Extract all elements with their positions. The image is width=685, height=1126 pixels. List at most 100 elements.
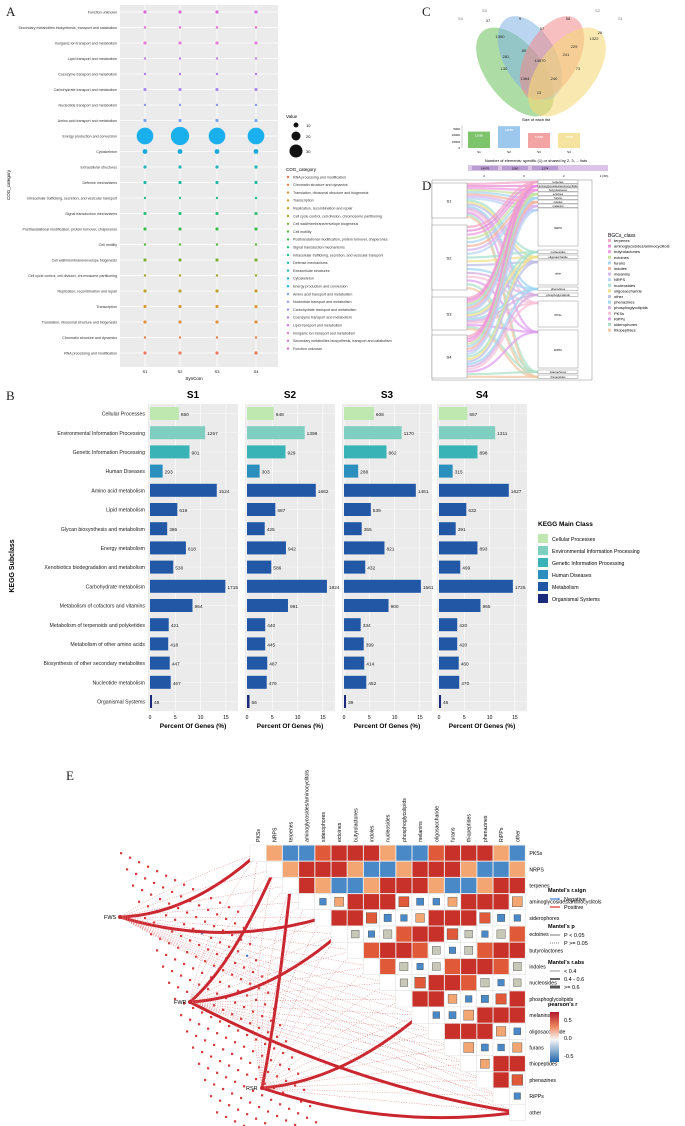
mantel-link-thin: [119, 901, 307, 918]
kegg-bar: [247, 695, 250, 708]
kegg-bar-count: 530: [175, 566, 183, 572]
mantel-dot: [300, 1100, 303, 1103]
mantel-dot: [192, 1006, 195, 1010]
kegg-bar: [439, 483, 509, 497]
mantel-dot: [177, 986, 180, 989]
mantel-dot: [228, 985, 231, 988]
corr-square: [331, 861, 347, 877]
kegg-bar-count: 355: [364, 527, 372, 533]
mantel-dot: [258, 1026, 261, 1029]
sankey-target-label: phosphoglycolipids: [546, 293, 570, 297]
mantel-dot: [222, 1087, 225, 1091]
mantel-dot: [147, 865, 150, 868]
corr-square: [497, 1043, 505, 1052]
mantel-dot: [255, 998, 258, 1001]
mantel-dot: [153, 921, 156, 924]
kegg-legend-title: KEGG Main Class: [538, 521, 593, 528]
corr-cell: [460, 1055, 477, 1072]
cog-row-label: Cytoskeleton: [96, 150, 117, 154]
mantel-dot: [306, 1116, 309, 1119]
corr-square: [444, 975, 461, 991]
cog-legend-item: Coenzyme transport and metabolism: [293, 316, 352, 320]
cog-legend-title: COG_category: [286, 167, 317, 172]
sankey-flow: [466, 260, 539, 363]
mantel-dot: [126, 868, 129, 871]
kegg-bar-count: 440: [267, 623, 275, 629]
kegg-bar: [150, 637, 169, 651]
cog-legend-item: Energy production and conversion: [293, 285, 348, 289]
mantel-dot: [210, 976, 213, 979]
corr-square: [428, 975, 444, 991]
cog-dot: [254, 243, 258, 246]
mantel-dot: [186, 990, 189, 993]
bgc-legend-item: phosphoglycolipids: [614, 305, 648, 310]
mantel-dot: [246, 1073, 249, 1076]
corr-square: [282, 845, 299, 861]
size-legend-label: 30: [306, 149, 311, 154]
corr-square: [461, 894, 477, 910]
mantel-dot: [237, 910, 240, 913]
cog-dot: [143, 211, 147, 216]
kegg-bar: [439, 618, 458, 632]
corr-cell: [379, 974, 396, 991]
syncom-tick: S2: [178, 369, 184, 374]
cog-row-label: Coenzyme transport and metabolism: [58, 73, 117, 77]
size-legend-dot-20: [291, 131, 301, 141]
mantel-dot: [222, 1048, 225, 1051]
cog-legend-item: Lipid transport and metabolism: [293, 324, 342, 328]
corr-square: [493, 877, 509, 894]
cog-dot: [143, 72, 147, 76]
venn-region-count: 1364: [521, 76, 531, 81]
x-tick-label: 0: [149, 715, 152, 721]
venn-region-count: 57: [540, 26, 545, 31]
mantel-dot: [219, 980, 222, 983]
mantel-dot: [249, 1061, 252, 1064]
bgc-legend-item: indoles: [614, 266, 627, 271]
corr-square: [509, 877, 525, 894]
sankey-target-label: furans: [554, 196, 562, 200]
cog-legend-key: [286, 339, 290, 342]
sankey-target-label: ectoines: [553, 192, 564, 196]
cog-dot: [254, 72, 258, 76]
mantel-dot: [183, 923, 186, 926]
cog-legend-item: Carbohydrate transport and metabolism: [293, 308, 356, 312]
bgc-legend-item: terpenes: [614, 238, 630, 243]
bgc-legend-key: [608, 278, 611, 282]
sankey-target-label: melanins: [552, 204, 564, 208]
kegg-bar-count: 46: [443, 700, 449, 706]
cog-dot: [215, 165, 219, 169]
corr-square: [396, 861, 412, 877]
kegg-legend-item: Environmental Information Processing: [552, 549, 640, 555]
bgc-legend-key: [608, 311, 611, 315]
mantel-dot: [234, 1041, 237, 1044]
corr-square: [477, 894, 493, 910]
size-axis-tick: 0: [458, 146, 460, 150]
corr-col-label: furans: [451, 827, 457, 842]
corr-square: [480, 1059, 490, 1069]
kegg-category-label: Xenobiotics biodegradation and metabolis…: [44, 565, 145, 571]
sankey-source-node: [431, 182, 468, 219]
mantel-dot: [228, 1024, 231, 1028]
kegg-bar: [344, 560, 366, 574]
kegg-legend-item: Metabolism: [552, 585, 579, 591]
cog-row-label: Signal transduction mechanisms: [65, 212, 117, 216]
cog-dot: [143, 180, 147, 185]
kegg-bar: [439, 695, 442, 708]
kegg-legend-item: Genetic Information Processing: [552, 561, 624, 567]
kegg-bar: [150, 560, 174, 574]
cog-dot: [143, 258, 147, 262]
venn-region-count: 89: [522, 48, 527, 53]
kegg-bar-count: 900: [391, 604, 399, 610]
mantel-link-thin: [261, 1087, 518, 1113]
kegg-category-label: Carbohydrate metabolism: [86, 584, 145, 590]
mantel-dot: [282, 1051, 285, 1055]
mantel-dot: [231, 1013, 234, 1016]
panel-d-label: D: [422, 178, 432, 193]
cog-row-label: RNA processing and modification: [64, 352, 117, 356]
bgc-legend-item: siderophores: [614, 322, 637, 327]
size-legend-label: 10: [306, 123, 311, 128]
cog-dot: [214, 149, 220, 154]
kegg-bar: [439, 541, 478, 555]
size-legend-title: Value: [286, 114, 298, 119]
kegg-bar-count: 1715: [227, 585, 238, 591]
